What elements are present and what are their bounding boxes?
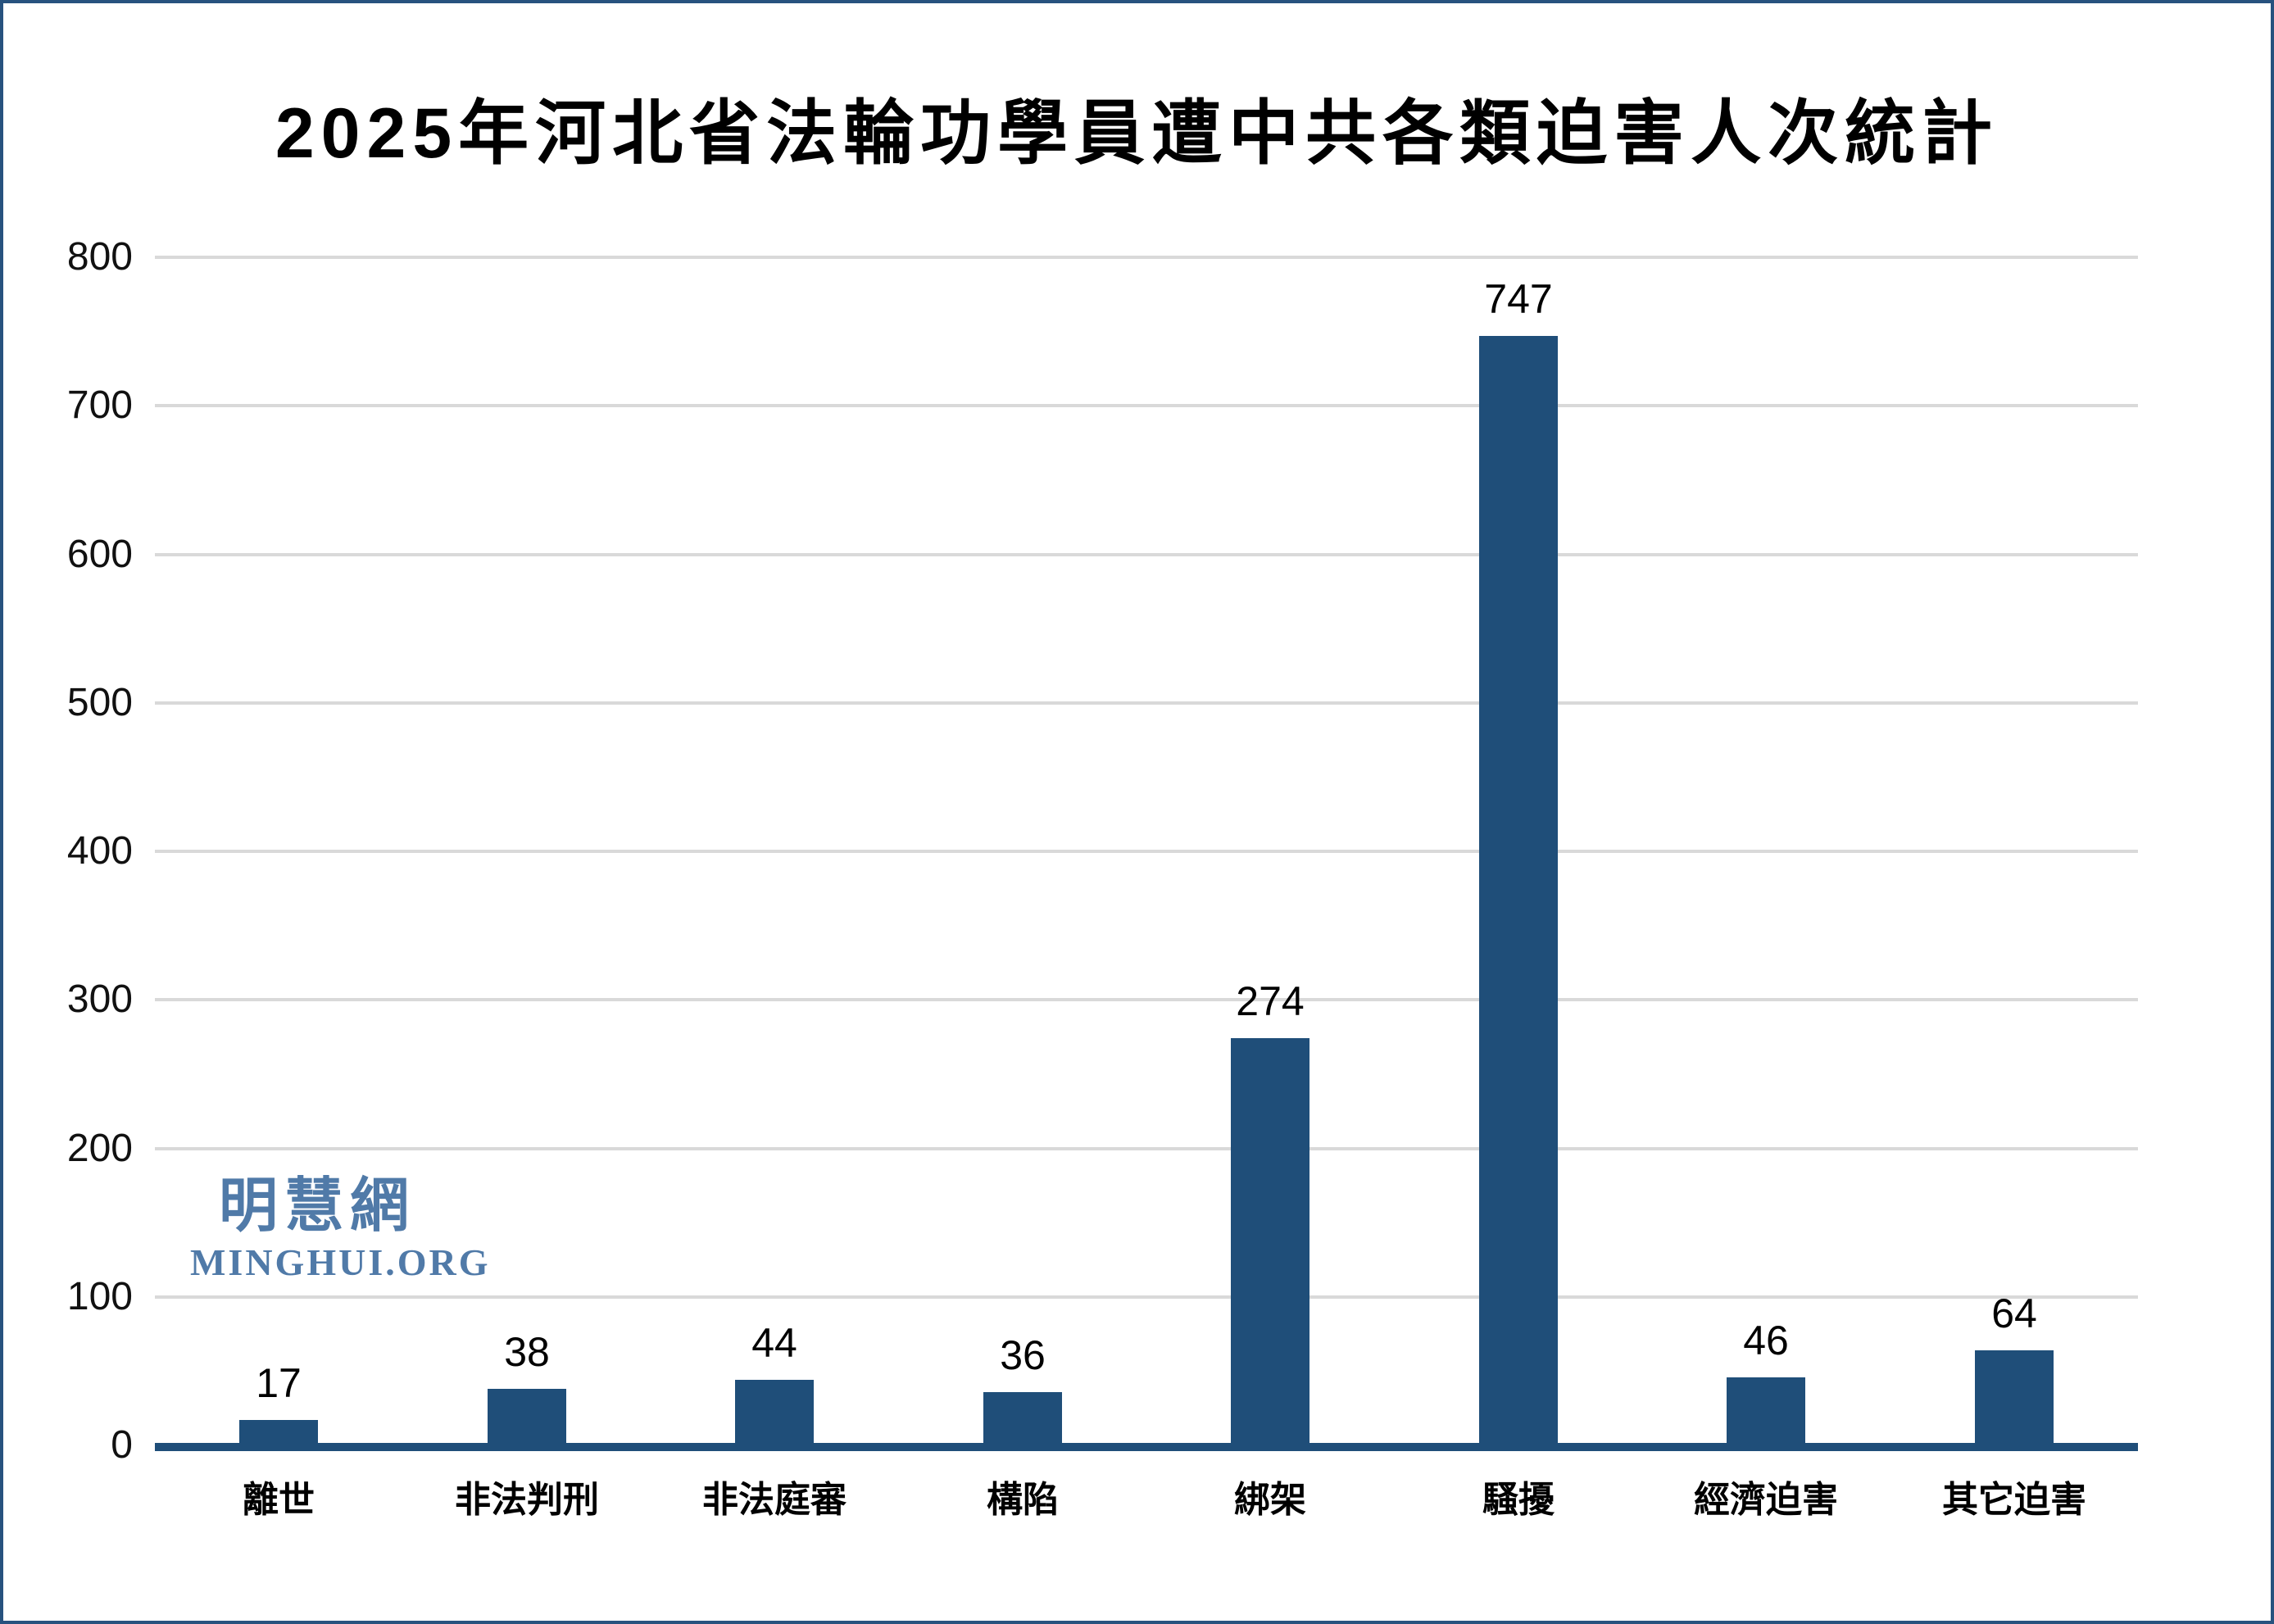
- gridline: [155, 998, 2138, 1002]
- bar-value-label: 46: [1743, 1318, 1789, 1363]
- bar-value-label: 274: [1236, 978, 1305, 1024]
- bar-value-label: 38: [504, 1329, 550, 1375]
- gridline: [155, 850, 2138, 853]
- y-axis-tick-label: 600: [66, 532, 133, 576]
- bar: [488, 1389, 566, 1449]
- bar: [1975, 1350, 2054, 1449]
- gridline: [155, 404, 2138, 408]
- bar-value-label: 36: [1000, 1332, 1046, 1378]
- x-axis-label: 騷擾: [1482, 1480, 1555, 1520]
- y-axis-tick-label: 700: [66, 383, 133, 428]
- y-axis-tick-label: 200: [66, 1126, 133, 1170]
- x-axis-line: [155, 1443, 2138, 1451]
- bar: [1727, 1377, 1805, 1449]
- minghui-watermark: 明慧網 MINGHUI.ORG: [190, 1173, 491, 1283]
- gridline: [155, 552, 2138, 556]
- x-axis-label: 非法判刑: [455, 1480, 599, 1520]
- bar: [1479, 336, 1558, 1449]
- x-axis-label: 其它迫害: [1942, 1480, 2086, 1520]
- watermark-latin-text: MINGHUI.ORG: [190, 1241, 491, 1283]
- gridline: [155, 1146, 2138, 1150]
- bar: [983, 1392, 1062, 1449]
- x-axis-label: 非法庭審: [702, 1480, 847, 1520]
- x-axis-label: 離世: [243, 1480, 315, 1520]
- y-axis-tick-label: 800: [66, 235, 133, 279]
- watermark-cjk-text: 明慧網: [218, 1173, 415, 1239]
- x-axis-label: 綁架: [1234, 1480, 1306, 1520]
- y-axis-tick-label: 400: [66, 829, 133, 873]
- bar: [1231, 1038, 1309, 1449]
- y-axis-tick-label: 100: [66, 1274, 133, 1318]
- chart-title: 2025年河北省法輪功學員遭中共各類迫害人次統計: [275, 94, 1999, 173]
- y-axis-tick-label: 300: [66, 978, 133, 1022]
- gridline: [155, 701, 2138, 705]
- x-axis-label: 構陷: [987, 1480, 1059, 1520]
- y-axis-tick-label: 500: [66, 680, 133, 724]
- gridline: [155, 256, 2138, 259]
- gridline: [155, 1295, 2138, 1299]
- bar: [735, 1380, 814, 1449]
- bar-value-label: 747: [1484, 276, 1553, 322]
- bar-value-label: 17: [256, 1360, 302, 1406]
- y-axis-tick-label: 0: [111, 1423, 133, 1467]
- bar-value-label: 64: [1991, 1291, 2037, 1336]
- bar-value-label: 44: [751, 1320, 797, 1366]
- x-axis-label: 經濟迫害: [1694, 1480, 1838, 1520]
